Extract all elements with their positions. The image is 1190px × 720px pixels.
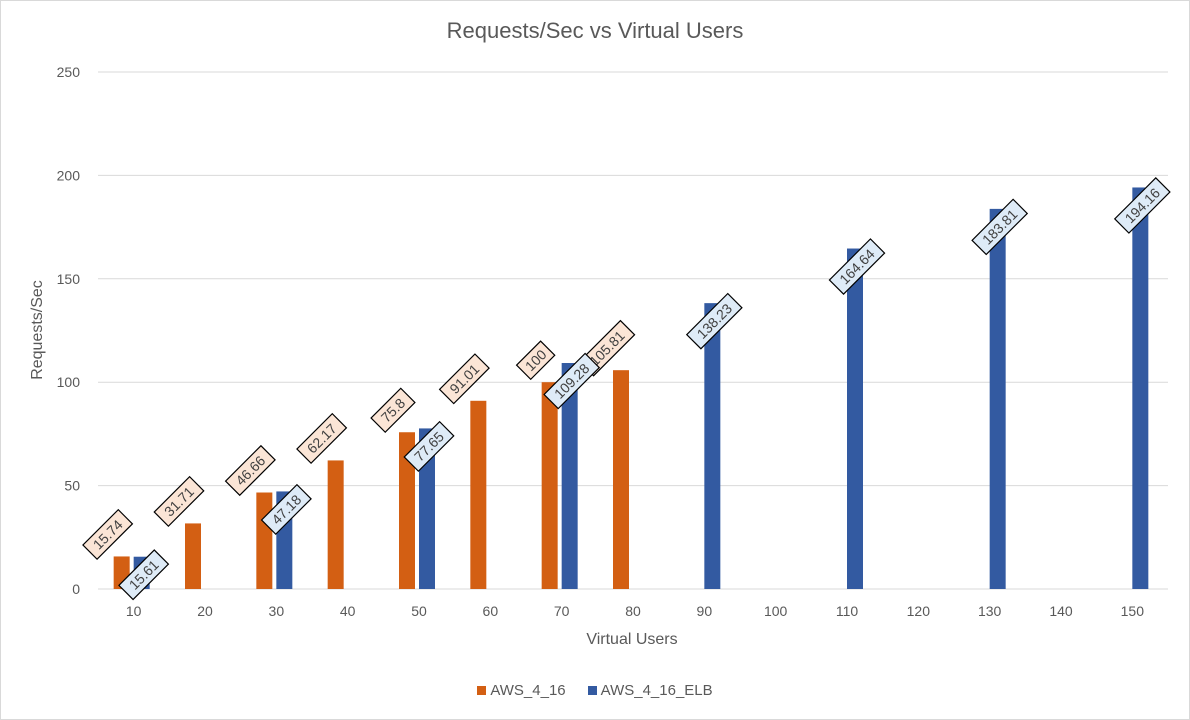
- y-tick-labels: 0 50 100 150 200 250: [57, 64, 81, 597]
- x-tick-label: 30: [269, 603, 285, 619]
- x-tick-label: 50: [411, 603, 427, 619]
- data-label-box: [260, 483, 312, 536]
- legend-swatch-aws-4-16-elb: [587, 686, 597, 695]
- y-tick-label: 0: [72, 581, 80, 597]
- bar-aws-4-16-70: [541, 382, 558, 589]
- x-tick-label: 80: [625, 603, 641, 619]
- bar-aws-4-16-50: [399, 432, 415, 589]
- x-tick-label: 130: [978, 603, 1002, 619]
- x-tick-label: 110: [836, 603, 859, 619]
- legend-label: AWS_4_16: [490, 682, 566, 699]
- data-label-box: [296, 412, 348, 465]
- bar-aws-4-16-elb-50: [419, 428, 435, 589]
- data-label-aws-4-16-50: 75.8: [370, 387, 416, 434]
- bar-aws-4-16-elb-90: [704, 303, 721, 589]
- bar-aws-4-16-elb-150: [1132, 187, 1149, 590]
- legend-item-aws-4-16-elb: AWS_4_16_ELB: [587, 682, 713, 699]
- data-label-box: [82, 508, 134, 561]
- data-label-box: [403, 420, 455, 473]
- x-tick-label: 60: [483, 603, 499, 619]
- x-tick-label: 100: [764, 603, 788, 619]
- data-label-box: [971, 198, 1029, 256]
- data-label-aws-4-16-70: 100: [515, 340, 556, 381]
- legend-item-aws-4-16: AWS_4_16: [477, 682, 566, 699]
- bar-aws-4-16-elb-70: [561, 363, 578, 589]
- y-tick-label: 50: [64, 478, 80, 494]
- bar-aws-4-16-30: [256, 492, 273, 589]
- x-tick-label: 10: [126, 603, 142, 619]
- data-label-aws-4-16-10: 15.74: [82, 508, 134, 561]
- y-axis-title: Requests/Sec: [29, 280, 46, 380]
- bar-aws-4-16-elb-110: [847, 248, 863, 589]
- data-label-aws-4-16-20: 31.71: [153, 475, 205, 528]
- x-tick-label: 90: [697, 603, 713, 619]
- x-tick-label: 150: [1121, 603, 1145, 619]
- data-label-box: [118, 549, 170, 601]
- data-label-aws-4-16-elb-10: 15.61: [118, 549, 170, 601]
- x-tick-label: 20: [197, 603, 213, 619]
- bar-aws-4-16-20: [185, 523, 201, 589]
- bar-aws-4-16-40: [327, 460, 344, 589]
- data-label-box: [515, 340, 556, 381]
- x-tick-label: 40: [340, 603, 356, 619]
- bar-aws-4-16-elb-130: [989, 208, 1006, 589]
- y-tick-label: 250: [57, 64, 81, 80]
- x-tick-label: 120: [907, 603, 931, 619]
- x-axis-title: Virtual Users: [586, 631, 677, 648]
- data-label-box: [828, 238, 886, 295]
- y-tick-label: 150: [57, 271, 81, 287]
- data-label-box: [543, 352, 601, 410]
- data-label-aws-4-16-60: 91.01: [438, 353, 490, 405]
- x-tick-label: 70: [554, 603, 570, 619]
- x-tick-label: 140: [1049, 603, 1073, 619]
- x-tick-labels: 10 20 30 40 50 60 70 80 90 100 110 120 130 140 150: [126, 603, 1144, 619]
- data-label-box: [370, 387, 416, 434]
- bar-aws-4-16-80: [613, 370, 629, 589]
- data-label-box: [153, 475, 205, 528]
- data-label-box: [224, 444, 276, 497]
- y-tick-label: 200: [57, 167, 81, 183]
- legend-swatch-aws-4-16: [477, 686, 487, 695]
- data-label-box: [438, 353, 490, 405]
- legend-label: AWS_4_16_ELB: [600, 682, 713, 699]
- data-label-box: [1113, 177, 1171, 234]
- data-label-aws-4-16-40: 62.17: [296, 412, 348, 465]
- y-tick-label: 100: [57, 374, 81, 390]
- data-label-aws-4-16-30: 46.66: [224, 444, 276, 497]
- legend: AWS_4_16 AWS_4_16_ELB: [0, 682, 1190, 699]
- bar-aws-4-16-60: [470, 400, 487, 589]
- data-label-box: [685, 292, 743, 350]
- chart-title: Requests/Sec vs Virtual Users: [446, 18, 744, 43]
